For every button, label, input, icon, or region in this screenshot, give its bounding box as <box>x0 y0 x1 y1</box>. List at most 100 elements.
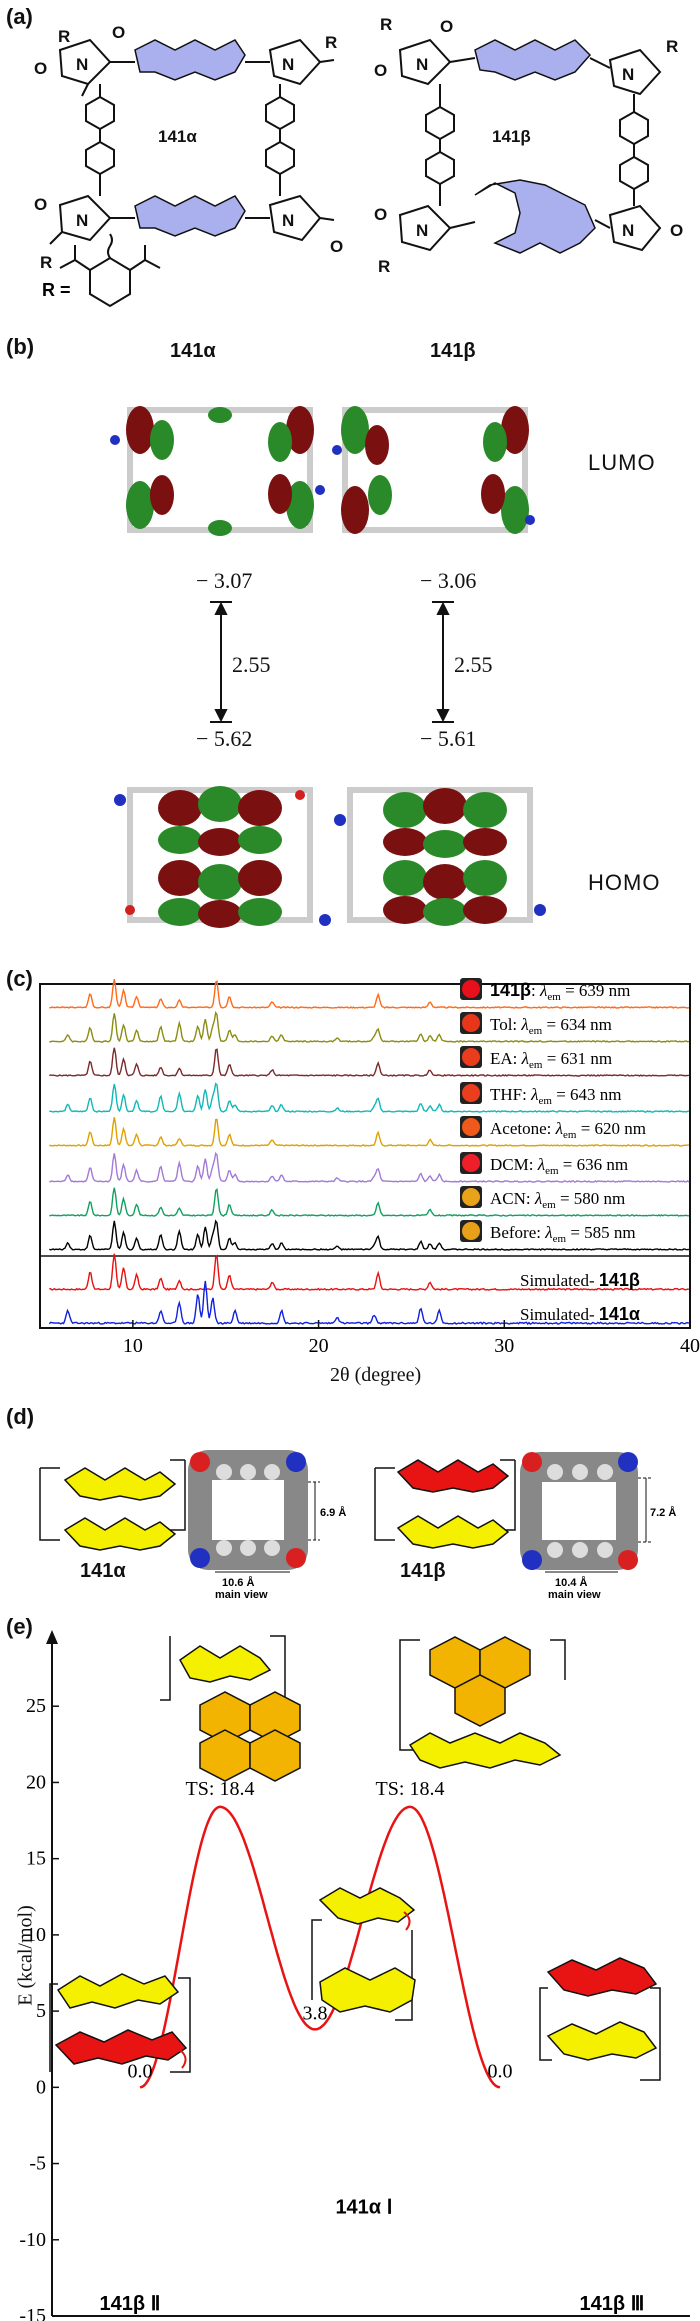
pxrd-trace-2 <box>49 1047 690 1077</box>
pxrd-trace-4 <box>49 1117 690 1147</box>
column-title-141beta: 141β <box>430 340 476 362</box>
lumo-label: LUMO <box>588 450 656 475</box>
panel-c: (c) 10 20 30 40 141β: λem = 639 nm Tol: λem … <box>0 960 700 1400</box>
panel-c-label: (c) <box>6 966 33 991</box>
lumo-orbital-images <box>110 406 535 536</box>
svg-text:O: O <box>440 17 453 36</box>
homo-141beta-orbital <box>334 787 546 926</box>
panel-b-label: (b) <box>6 334 35 359</box>
emission-swatch-6 <box>462 1188 480 1206</box>
trace-label-4: Acetone: λem = 620 nm <box>490 1119 646 1141</box>
panel-e-label: (e) <box>6 1614 33 1639</box>
lumo-141beta-orbital <box>332 406 535 534</box>
schematic-141beta <box>374 1459 516 1549</box>
energy-ytick-label: 5 <box>36 2000 46 2022</box>
pxrd-x-axis-label: 2θ (degree) <box>330 1364 422 1386</box>
svg-text:O: O <box>34 195 47 214</box>
energy-y-axis-label: E (kcal/mol) <box>14 1905 37 2006</box>
compound-141beta-structure: R R R N N N N O O O O 141β <box>374 15 683 276</box>
homo-141alpha-orbital <box>114 786 331 928</box>
energy-ytick-label: -15 <box>19 2305 46 2321</box>
trace-label-3: THF: λem = 643 nm <box>490 1085 622 1107</box>
energy-value-label: 3.8 <box>303 2002 328 2024</box>
width-141alpha: 10.6 Å <box>222 1576 254 1589</box>
energy-profile-chart: 25 20 15 10 5 0 -5 -10 -15 0.0 TS: 18.4 3.8 TS: 18.… <box>19 1630 690 2321</box>
compound-label-141alpha: 141α <box>158 127 197 146</box>
pxrd-plot: 10 20 30 40 141β: λem = 639 nm Tol: λem = 63… <box>39 978 700 1357</box>
homo-orbital-images <box>114 786 546 928</box>
homo-energy-141alpha: − 5.62 <box>196 726 253 751</box>
panel-e: (e) 25 20 15 10 5 0 -5 -10 -15 0.0 TS: 18.4 3.8 TS:… <box>0 1600 700 2321</box>
energy-y-axis-arrow <box>46 1630 58 1644</box>
energy-gap-diagram <box>210 601 454 723</box>
simulated-141alpha-trace <box>48 1280 690 1326</box>
schematic-label-141alpha: 141α <box>80 1560 126 1582</box>
svg-text:N: N <box>76 55 88 74</box>
substituent-r: R <box>380 15 392 34</box>
emission-swatch-2 <box>462 1048 480 1066</box>
emission-swatch-7 <box>462 1222 480 1240</box>
svg-text:N: N <box>416 221 428 240</box>
svg-text:N: N <box>416 55 428 74</box>
emission-swatch-3 <box>462 1084 480 1102</box>
svg-text:N: N <box>282 211 294 230</box>
gap-141alpha: 2.55 <box>232 652 271 677</box>
trace-label-0: 141β: λem = 639 nm <box>490 980 630 1003</box>
energy-ytick-label: 0 <box>36 2076 46 2098</box>
panel-d-label: (d) <box>6 1404 35 1429</box>
schematic-label-141beta: 141β <box>400 1560 446 1582</box>
height-141beta: 7.2 Å <box>650 1506 676 1519</box>
simulated-141beta-trace <box>49 1253 690 1292</box>
trace-label-6: ACN: λem = 580 nm <box>490 1189 625 1211</box>
trace-label-7: Before: λem = 585 nm <box>490 1223 636 1245</box>
panel-d: (d) 6.9 Å 10.6 Å main view <box>0 1400 700 1600</box>
homo-label: HOMO <box>588 870 661 895</box>
pxrd-xtick-label: 20 <box>309 1335 329 1357</box>
emission-swatch-4 <box>462 1118 480 1136</box>
state-141beta-III-structure <box>539 1957 661 2081</box>
emission-swatch-5 <box>462 1154 480 1172</box>
lumo-141alpha-orbital <box>110 406 325 536</box>
energy-ytick-label: -5 <box>29 2153 46 2175</box>
energy-value-label: TS: 18.4 <box>186 1778 255 1800</box>
column-title-141alpha: 141α <box>170 340 216 362</box>
state-name-label: 141β Ⅲ <box>580 2293 645 2315</box>
panel-b: (b) 141α 141β <box>0 330 700 960</box>
compound-141alpha-structure: R R R N N N N O O O O 141α R = <box>34 23 343 308</box>
state-141alpha-I-structure <box>311 1887 416 2021</box>
homo-energy-141beta: − 5.61 <box>420 726 477 751</box>
height-141alpha: 6.9 Å <box>320 1506 346 1519</box>
space-filling-141alpha <box>188 1450 320 1573</box>
energy-profile-curve <box>139 1805 501 2089</box>
pxrd-trace-7 <box>49 1219 689 1251</box>
pxrd-xtick-label: 40 <box>680 1335 700 1357</box>
trace-label-5: DCM: λem = 636 nm <box>490 1155 628 1177</box>
substituent-r: R <box>325 33 337 52</box>
width-141beta: 10.4 Å <box>555 1576 587 1589</box>
energy-value-label: TS: 18.4 <box>376 1778 445 1800</box>
ts1-structure <box>160 1635 301 1782</box>
svg-text:N: N <box>622 221 634 240</box>
panel-a-label: (a) <box>6 4 33 29</box>
svg-text:O: O <box>112 23 125 42</box>
energy-ytick-label: 10 <box>26 1924 46 1946</box>
r-definition-label: R = <box>42 280 71 300</box>
svg-text:N: N <box>76 211 88 230</box>
pxrd-trace-1 <box>49 1010 690 1043</box>
pxrd-trace-0 <box>49 978 690 1009</box>
emission-swatch-0 <box>462 980 480 998</box>
trace-label-1: Tol: λem = 634 nm <box>490 1015 612 1037</box>
svg-text:O: O <box>374 61 387 80</box>
space-filling-141beta <box>520 1452 652 1573</box>
view-label-141beta: main view <box>548 1589 601 1600</box>
packing-diagrams: 6.9 Å 10.6 Å main view 7.2 Å 10.4 Å main… <box>39 1450 676 1600</box>
svg-text:O: O <box>670 221 683 240</box>
energy-ytick-label: 20 <box>26 1771 46 1793</box>
energy-value-label: 0.0 <box>488 2060 513 2082</box>
emission-swatch-1 <box>462 1014 480 1032</box>
pxrd-xtick-label: 30 <box>494 1335 514 1357</box>
lumo-energy-141alpha: − 3.07 <box>196 568 253 593</box>
pxrd-trace-3 <box>49 1082 690 1113</box>
substituent-r: R <box>58 27 70 46</box>
gap-141beta: 2.55 <box>454 652 493 677</box>
